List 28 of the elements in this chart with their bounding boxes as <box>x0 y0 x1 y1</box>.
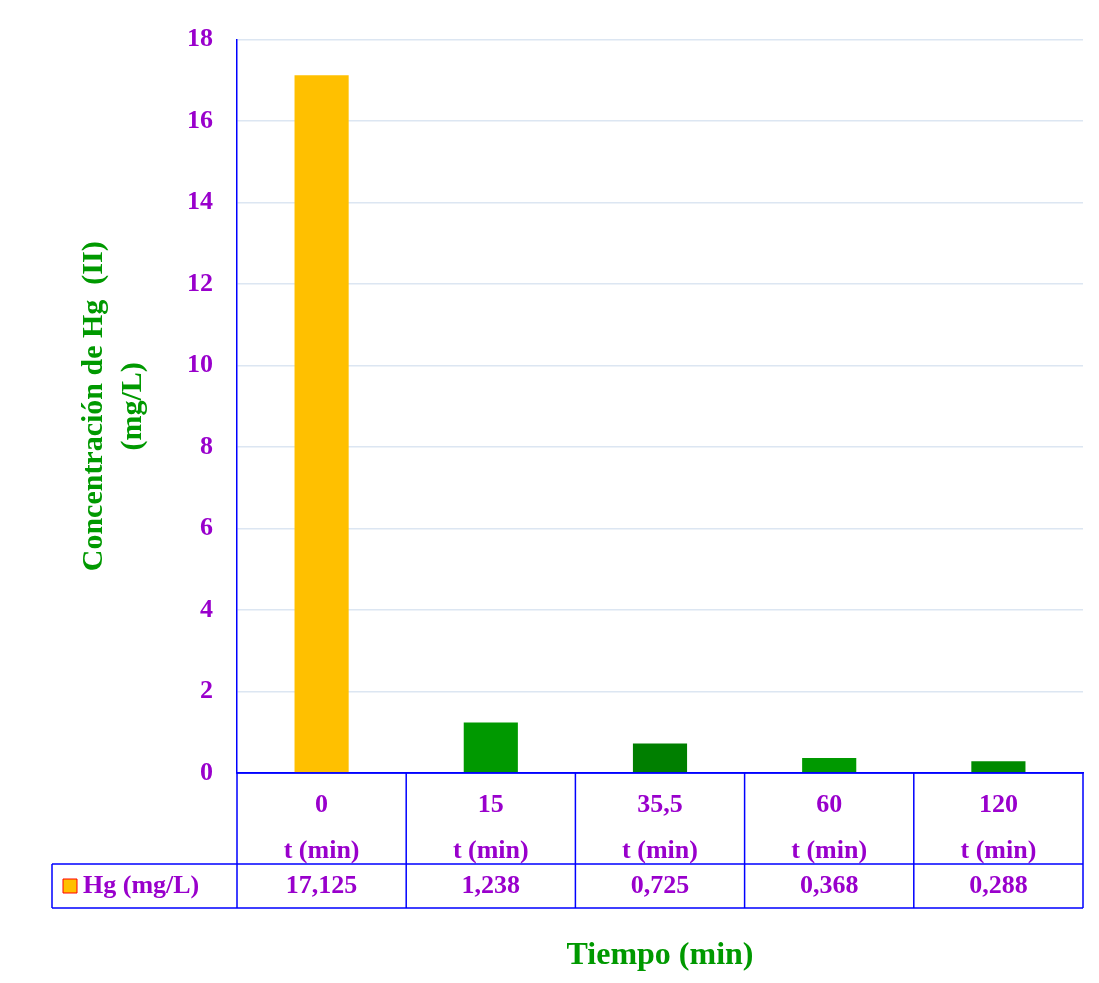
data-label: 0,725 <box>630 869 690 899</box>
y-tick-label: 4 <box>200 593 213 623</box>
y-tick-label: 2 <box>200 675 213 705</box>
bar <box>802 758 857 773</box>
y-tick-label: 12 <box>187 267 213 297</box>
y-tick-label: 0 <box>200 756 213 786</box>
x-tick-label: 120 t (min) <box>960 789 1037 864</box>
y-tick-label: 8 <box>200 430 213 460</box>
y-tick-label: 10 <box>187 349 213 379</box>
x-tick-label: 35,5 t (min) <box>622 789 698 864</box>
y-axis-title: Concentración de Hg (II) (mg/L) <box>75 241 149 572</box>
x-axis-title: Tiempo (min) <box>566 935 754 972</box>
legend-label: Hg (mg/L) <box>83 869 200 899</box>
bar <box>294 75 349 773</box>
x-tick-label: 0 t (min) <box>283 789 360 864</box>
y-tick-label: 16 <box>187 104 213 134</box>
bar <box>632 743 688 773</box>
data-label: 17,125 <box>285 869 358 899</box>
bar <box>971 761 1026 773</box>
y-tick-label: 14 <box>187 186 213 216</box>
y-tick-label: 6 <box>200 512 213 542</box>
data-label: 1,238 <box>461 869 521 899</box>
data-label: 0,368 <box>799 869 859 899</box>
x-tick-label: 60 t (min) <box>791 789 868 864</box>
x-tick-label: 15 t (min) <box>452 789 529 864</box>
bar <box>463 722 518 773</box>
data-label: 0,288 <box>969 869 1028 899</box>
y-tick-label: 18 <box>187 23 213 53</box>
